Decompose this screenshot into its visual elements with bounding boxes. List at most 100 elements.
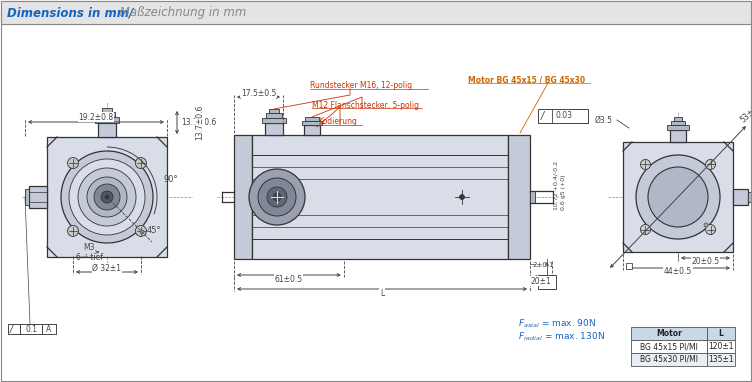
Text: 20±1: 20±1 [531,277,551,285]
Text: Ø 32±1: Ø 32±1 [92,264,122,272]
Text: 0.6 g5 (+0): 0.6 g5 (+0) [562,174,566,210]
Bar [47,137,167,257]
Text: Motor: Motor [656,329,682,338]
Bar [671,121,685,125]
Circle shape [648,167,708,227]
Text: L: L [380,288,384,298]
Text: Rundstecker M16, 12-polig: Rundstecker M16, 12-polig [310,81,412,91]
Bar [667,125,689,130]
Bar [626,263,632,269]
Text: M12 Flanschstecker, 5-polig: M12 Flanschstecker, 5-polig [312,100,419,110]
Text: /: / [10,324,14,334]
Text: 120±1: 120±1 [708,342,734,351]
Circle shape [135,225,147,236]
Circle shape [273,193,281,201]
Bar [707,353,735,366]
Bar [304,125,320,135]
Circle shape [267,187,287,207]
Text: Dimensions in mm/: Dimensions in mm/ [7,6,133,19]
Text: $F_{radial}$ = max. 130N: $F_{radial}$ = max. 130N [518,331,605,343]
Circle shape [641,159,650,170]
Bar [508,135,530,259]
Text: A: A [47,324,52,333]
Circle shape [69,159,145,235]
Circle shape [140,230,144,234]
Circle shape [105,195,109,199]
Bar [252,135,508,259]
Bar [631,340,707,353]
Text: BG 45x15 PI/MI: BG 45x15 PI/MI [640,342,698,351]
Text: 135±1: 135±1 [708,355,734,364]
Bar [265,123,283,135]
Text: 0.1: 0.1 [25,324,37,333]
Bar [234,135,252,259]
Circle shape [94,184,120,210]
Circle shape [101,191,113,203]
Text: 13.7±0.6: 13.7±0.6 [181,118,217,127]
Text: L: L [719,329,723,338]
Text: 10.72 +0.4/-0.2: 10.72 +0.4/-0.2 [553,160,559,210]
Bar [305,117,319,121]
Bar [302,121,322,125]
Bar [538,275,556,289]
Text: /: / [541,111,544,121]
Bar [530,191,535,203]
Text: Kodierung: Kodierung [318,118,357,126]
Text: Motor BG 45x15 / BG 45x30: Motor BG 45x15 / BG 45x30 [468,76,585,84]
Bar [99,112,115,117]
Bar [707,327,735,340]
Text: 20±0.5: 20±0.5 [691,257,720,267]
Bar [623,142,733,252]
Bar [98,123,116,137]
Circle shape [641,225,650,235]
Text: A: A [544,277,550,286]
Text: 44±0.5: 44±0.5 [664,267,692,277]
Bar [29,186,47,208]
Circle shape [459,194,465,199]
Bar [262,118,286,123]
Bar [631,327,707,340]
Text: 17.5±0.5: 17.5±0.5 [241,89,276,97]
Text: 13.7±0.6: 13.7±0.6 [196,105,205,140]
Circle shape [61,151,153,243]
Bar [707,340,735,353]
Bar [748,192,752,202]
Text: $F_{axial}$ = max. 90N: $F_{axial}$ = max. 90N [518,318,596,330]
Bar [269,109,279,113]
Circle shape [87,177,127,217]
Circle shape [636,155,720,239]
Circle shape [78,168,136,226]
Circle shape [68,225,78,236]
Bar [266,113,282,118]
Bar [670,130,686,142]
Bar [733,189,748,205]
Circle shape [705,225,715,235]
Text: 90°: 90° [164,175,179,183]
Bar [631,353,707,366]
Text: Ø3.5: Ø3.5 [595,115,613,125]
Bar [95,117,119,123]
Text: 6⁻¹ tief: 6⁻¹ tief [75,253,102,262]
Circle shape [249,169,305,225]
Bar [20,324,42,334]
Text: M3: M3 [83,243,95,251]
Circle shape [258,178,296,216]
Text: 2±0.1: 2±0.1 [533,262,554,268]
Text: 19.2±0.8: 19.2±0.8 [78,113,114,121]
Text: 53±0.5: 53±0.5 [738,99,752,125]
Text: BG 45x30 PI/MI: BG 45x30 PI/MI [640,355,698,364]
Text: Maßzeichnung in mm: Maßzeichnung in mm [116,6,247,19]
Circle shape [705,159,715,170]
Text: 0.03: 0.03 [556,112,572,120]
Bar [42,324,56,334]
Text: 61±0.5: 61±0.5 [274,275,303,283]
Bar [1,1,751,24]
Bar [538,109,588,123]
Bar [8,324,20,334]
Circle shape [68,157,78,168]
Bar [674,117,682,121]
Bar [25,189,29,205]
Circle shape [135,157,147,168]
Text: 45°: 45° [147,226,162,235]
Bar [102,108,112,112]
